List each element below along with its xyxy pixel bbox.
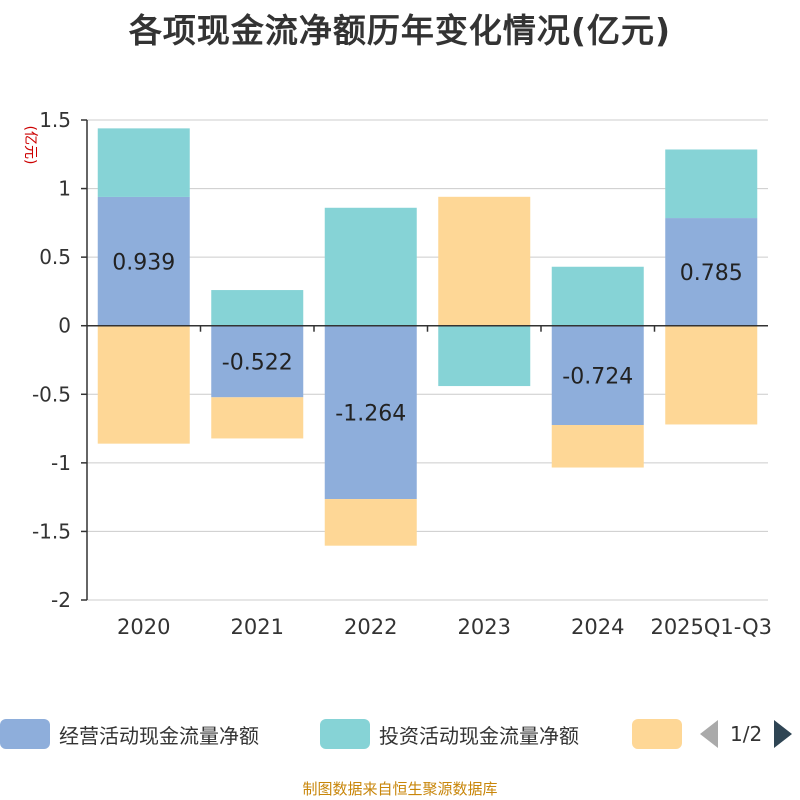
bar-financing xyxy=(97,325,190,444)
legend-label-investing: 投资活动现金流量净额 xyxy=(379,723,579,748)
y-tick-label: 0 xyxy=(58,314,71,338)
cashflow-bar-chart: 1.5 1 0.5 0 -0.5 -1 -1.5 -2 (亿元) 0.939 -0.522 -1.26… xyxy=(22,108,772,639)
data-label: 0.939 xyxy=(112,250,175,275)
data-label: 0.785 xyxy=(680,261,743,286)
bar-investing xyxy=(438,325,531,387)
legend-item-operating[interactable]: 经营活动现金流量净额 xyxy=(0,716,259,752)
chart-legend: 经营活动现金流量净额 投资活动现金流量净额 1/2 xyxy=(0,712,800,756)
bar-operating xyxy=(211,325,304,398)
bar-operating xyxy=(551,325,644,426)
chart-title: 各项现金流净额历年变化情况(亿元) xyxy=(128,11,672,50)
legend-swatch-operating xyxy=(0,719,50,749)
y-tick-label: 1.5 xyxy=(39,108,71,132)
legend-swatch-financing xyxy=(632,719,682,749)
bar-operating xyxy=(665,218,758,326)
bar-operating xyxy=(324,325,417,500)
bar-financing xyxy=(551,425,644,468)
x-tick-label: 2025Q1-Q3 xyxy=(650,615,772,639)
x-tick-label: 2021 xyxy=(231,615,284,639)
y-axis-unit-label: (亿元) xyxy=(22,126,38,165)
bar-financing xyxy=(324,499,417,546)
bar-financing xyxy=(438,196,531,326)
y-tick-label: -1.5 xyxy=(32,519,71,543)
data-source-footer: 制图数据来自恒生聚源数据库 xyxy=(302,780,498,798)
bar-investing xyxy=(665,149,758,219)
legend-swatch-investing xyxy=(320,719,370,749)
x-tick-label: 2022 xyxy=(344,615,397,639)
legend-item-financing[interactable] xyxy=(632,716,691,752)
y-tick-label: 0.5 xyxy=(39,245,71,269)
bar-financing xyxy=(211,397,304,439)
legend-label-operating: 经营活动现金流量净额 xyxy=(59,723,259,748)
bar-investing xyxy=(97,128,190,197)
y-tick-label: -1 xyxy=(51,451,71,475)
bar-financing xyxy=(665,325,758,425)
pager-page-text: 1/2 xyxy=(730,722,763,746)
legend-pager: 1/2 xyxy=(700,716,793,752)
data-label: -0.724 xyxy=(562,364,633,389)
y-tick-label: -2 xyxy=(51,588,71,612)
bar-investing xyxy=(551,266,644,326)
x-tick-label: 2024 xyxy=(571,615,624,639)
x-tick-label: 2020 xyxy=(117,615,170,639)
bar-investing xyxy=(324,207,417,326)
data-label: -0.522 xyxy=(222,351,293,376)
legend-item-investing[interactable]: 投资活动现金流量净额 xyxy=(320,716,579,752)
data-label: -1.264 xyxy=(335,401,406,426)
pager-next-icon[interactable] xyxy=(774,720,793,748)
bar-investing xyxy=(211,290,304,326)
y-tick-label: 1 xyxy=(58,177,71,201)
x-tick-label: 2023 xyxy=(458,615,511,639)
pager-prev-icon[interactable] xyxy=(700,720,718,748)
y-tick-label: -0.5 xyxy=(32,382,71,406)
bar-operating xyxy=(97,196,190,326)
